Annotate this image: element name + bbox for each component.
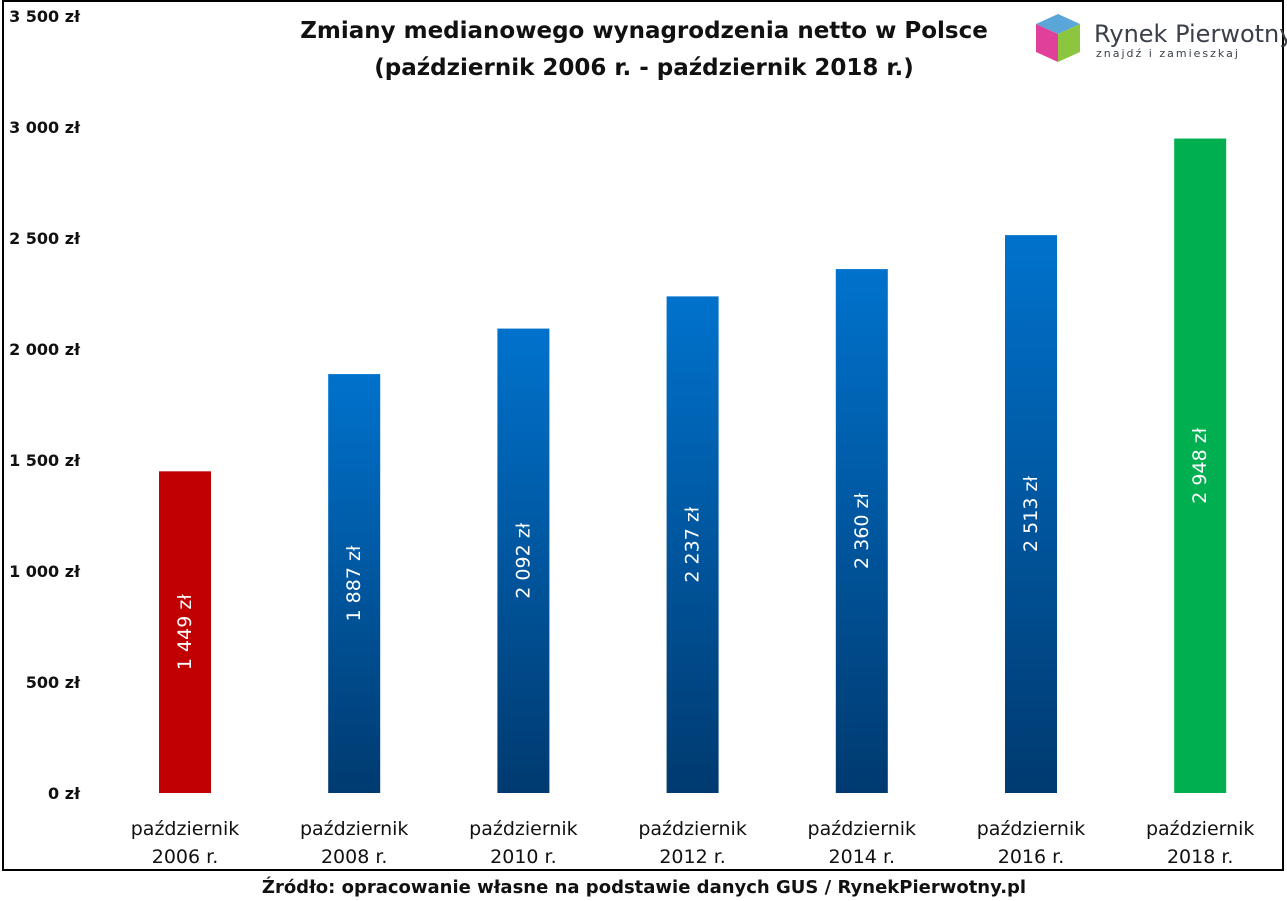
x-tick-label: 2014 r. [829, 846, 896, 868]
chart-border [2, 0, 1284, 871]
x-axis: październik 2006 r. październik 2008 r. paźd… [131, 818, 1255, 868]
x-tick-label: październik [808, 818, 916, 840]
data-label: 2 513 zł [1020, 476, 1042, 552]
data-label: 2 237 zł [682, 506, 704, 582]
x-tick-label: 2016 r. [998, 846, 1065, 868]
x-tick-label: październik [131, 818, 239, 840]
y-tick-label: 3 500 zł [9, 7, 81, 26]
y-tick-label: 2 500 zł [9, 229, 81, 248]
x-tick-label: październik [977, 818, 1085, 840]
x-tick-label: październik [1146, 818, 1254, 840]
logo-tagline: znajdź i zamieszkaj [1096, 47, 1240, 60]
x-tick-label: 2008 r. [321, 846, 388, 868]
x-tick-label: październik [638, 818, 746, 840]
y-tick-label: 3 000 zł [9, 118, 81, 137]
x-tick-label: 2012 r. [659, 846, 726, 868]
y-tick-label: 1 000 zł [9, 562, 81, 581]
x-tick-label: 2010 r. [490, 846, 557, 868]
data-label: 1 887 zł [343, 545, 365, 621]
y-tick-label: 2 000 zł [9, 340, 81, 359]
bar [1005, 235, 1057, 793]
bar [328, 374, 381, 793]
bar [666, 296, 719, 793]
chart-title: Zmiany medianowego wynagrodzenia netto w… [300, 18, 988, 44]
data-label: 1 449 zł [174, 594, 196, 670]
bar [835, 269, 888, 794]
data-label: 2 092 zł [512, 522, 534, 598]
logo-name: Rynek Pierwotny [1094, 20, 1287, 48]
data-label: 2 948 zł [1189, 427, 1211, 503]
bar [159, 471, 211, 793]
logo-cube-right [1058, 24, 1080, 62]
chart-subtitle: (październik 2006 r. - październik 2018 … [374, 55, 913, 81]
y-tick-label: 0 zł [48, 784, 81, 803]
bars: 1 449 zł 1 887 zł 2 092 zł 2 237 zł 2 360 zł… [159, 138, 1227, 794]
y-axis: 0 zł 500 zł 1 000 zł 1 500 zł 2 000 zł 2 500 … [9, 7, 81, 803]
x-tick-label: październik [469, 818, 577, 840]
y-tick-label: 1 500 zł [9, 451, 81, 470]
y-tick-label: 500 zł [26, 673, 81, 692]
x-tick-label: październik [300, 818, 408, 840]
source-note: Źródło: opracowanie własne na podstawie … [262, 876, 1026, 898]
x-tick-label: 2006 r. [152, 846, 219, 868]
logo-cube-left [1036, 24, 1058, 62]
data-label: 2 360 zł [851, 493, 873, 569]
logo: Rynek Pierwotny znajdź i zamieszkaj [1036, 14, 1287, 62]
bar [1174, 138, 1227, 793]
x-tick-label: 2018 r. [1167, 846, 1234, 868]
bar [497, 328, 550, 793]
